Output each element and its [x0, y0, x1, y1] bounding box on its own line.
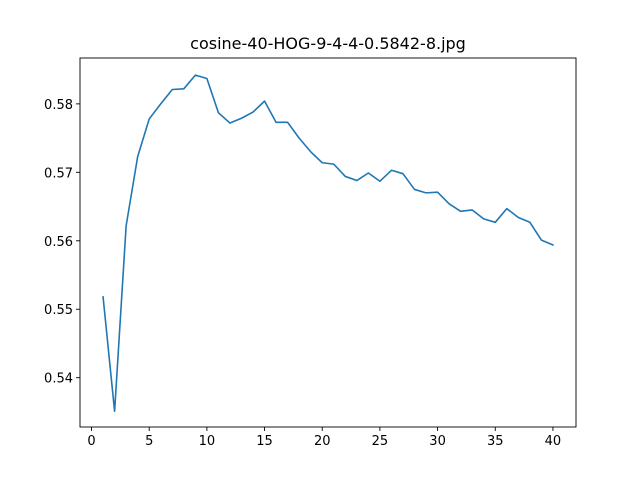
x-tick-label: 40 [545, 434, 562, 449]
x-tick-label: 5 [145, 434, 153, 449]
y-tick-label: 0.57 [44, 166, 73, 181]
y-tick-label: 0.58 [44, 98, 73, 113]
y-tick-label: 0.56 [44, 235, 73, 250]
y-tick-label: 0.55 [44, 303, 73, 318]
x-tick-label: 0 [87, 434, 95, 449]
x-tick-label: 20 [314, 434, 331, 449]
x-axis: 0 5 10 15 20 25 30 35 40 [87, 427, 561, 449]
y-tick-label: 0.54 [44, 372, 73, 387]
x-tick-label: 25 [372, 434, 389, 449]
plot-frame [79, 57, 577, 428]
x-tick-label: 10 [199, 434, 216, 449]
x-tick-label: 35 [487, 434, 504, 449]
chart-title: cosine-40-HOG-9-4-4-0.5842-8.jpg [190, 34, 466, 53]
series-line [102, 74, 554, 413]
y-axis: 0.54 0.55 0.56 0.57 0.58 [44, 98, 80, 387]
x-tick-label: 30 [429, 434, 446, 449]
x-tick-label: 15 [256, 434, 273, 449]
